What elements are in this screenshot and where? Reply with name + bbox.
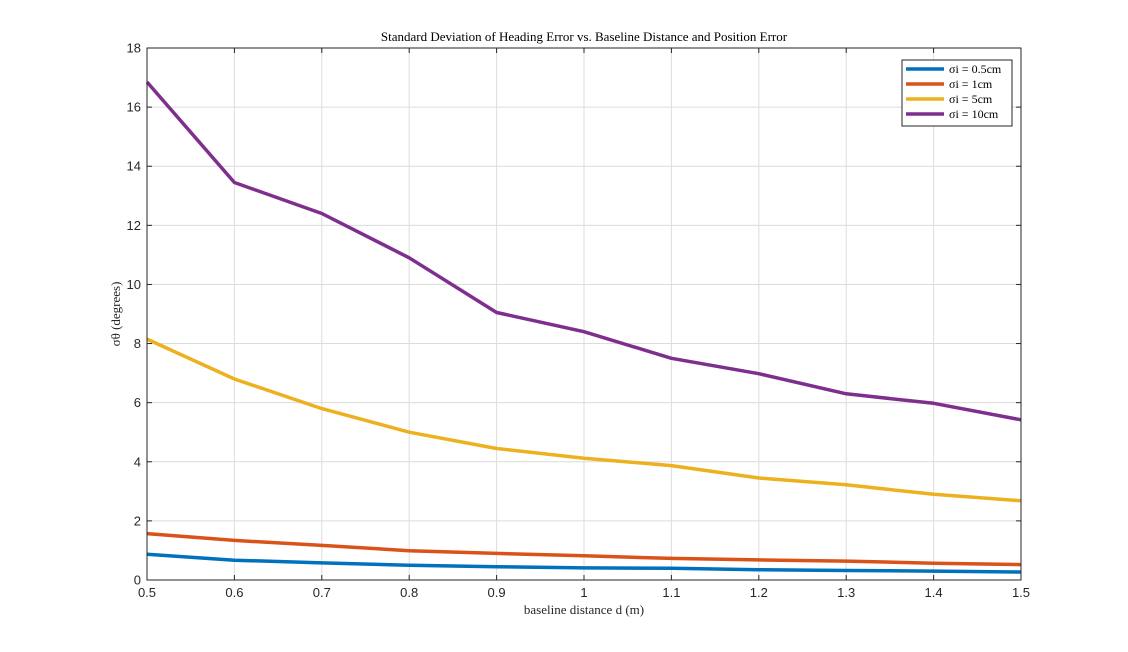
legend-label-1: σi = 0.5cm — [949, 62, 1002, 76]
y-tick-label: 10 — [127, 277, 141, 292]
series-line-3 — [146, 337, 1022, 503]
x-tick-label: 1.1 — [662, 585, 680, 600]
legend-label-4: σi = 10cm — [949, 107, 999, 121]
y-tick-label: 16 — [127, 100, 141, 115]
axes — [146, 47, 1022, 581]
series-line-2 — [146, 531, 1022, 567]
y-tick-label: 14 — [127, 159, 141, 174]
x-tick-label: 0.5 — [138, 585, 156, 600]
legend-label-3: σi = 5cm — [949, 92, 993, 106]
x-tick-label: 0.7 — [313, 585, 331, 600]
x-tick-label: 1.5 — [1012, 585, 1030, 600]
x-tick-label: 1.3 — [837, 585, 855, 600]
x-tick-label: 0.6 — [225, 585, 243, 600]
y-tick-label: 0 — [134, 573, 141, 588]
x-axis-label: baseline distance d (m) — [524, 602, 644, 617]
series-line-4 — [145, 80, 1022, 422]
y-axis-label: σθ (degrees) — [108, 282, 123, 347]
legend-label-2: σi = 1cm — [949, 77, 993, 91]
x-tick-label: 0.8 — [400, 585, 418, 600]
x-tick-label: 1.2 — [750, 585, 768, 600]
x-tick-label: 1.4 — [925, 585, 943, 600]
tick-labels: 0.5 0.6 0.7 0.8 0.9 1 1.1 1.2 1.3 1.4 1.5 0 2 4 6 8 10 12… — [127, 41, 1031, 601]
y-tick-label: 4 — [134, 454, 141, 469]
y-tick-label: 6 — [134, 395, 141, 410]
y-tick-label: 18 — [127, 41, 141, 56]
y-tick-label: 8 — [134, 336, 141, 351]
y-tick-label: 2 — [134, 513, 141, 528]
series-lines — [145, 80, 1022, 574]
y-tick-label: 12 — [127, 218, 141, 233]
series-line-1 — [146, 552, 1022, 574]
chart-title: Standard Deviation of Heading Error vs. … — [381, 29, 788, 44]
x-tick-label: 1 — [580, 585, 587, 600]
x-tick-label: 0.9 — [488, 585, 506, 600]
